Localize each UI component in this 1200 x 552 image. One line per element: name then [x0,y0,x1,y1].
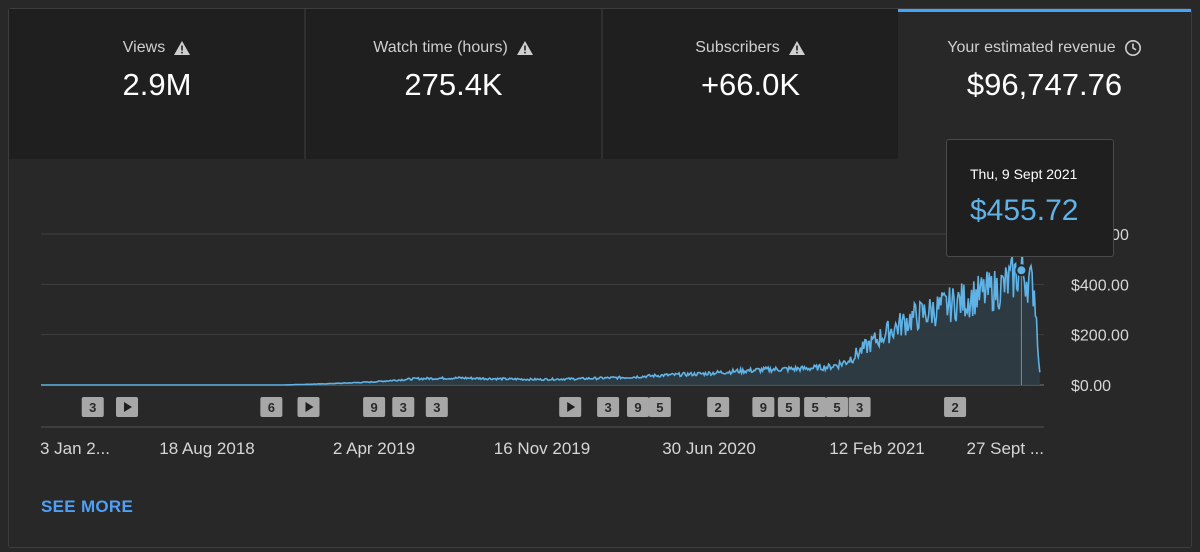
annotation-marker [597,397,620,417]
tab-estimated-revenue[interactable]: Your estimated revenue $96,747.76 [898,9,1191,159]
y-tick-label: $200.00 [1071,328,1129,345]
annotation-marker-label: 2 [951,400,958,415]
x-tick-label: 16 Nov 2019 [494,439,590,458]
annotation-marker-label: 6 [268,400,275,415]
tab-divider [601,9,603,159]
annotation-marker-label: 9 [371,400,378,415]
warning-icon [516,40,534,56]
x-tick-label: 27 Sept ... [967,439,1045,458]
annotation-marker [392,397,415,417]
selected-tab-indicator [898,9,1191,12]
tab-label: Views [9,39,305,57]
tab-subscribers-label: Subscribers [695,39,780,56]
y-tick-label: $0.00 [1071,378,1111,395]
tooltip-value: $455.72 [970,194,1079,227]
annotation-marker [81,397,104,417]
tab-subscribers[interactable]: Subscribers +66.0K [603,9,898,159]
revenue-line-chart: $0.00$200.00$400.00$600.0036933395295553… [40,227,1129,458]
tab-label: Watch time (hours) [306,39,601,57]
play-icon [305,402,314,412]
see-more-link[interactable]: SEE MORE [41,497,134,516]
metric-tabs: Views 2.9M Watch time (hours) 275.4K Sub… [9,9,1191,159]
annotation-marker-label: 9 [760,400,767,415]
warning-icon [788,40,806,56]
annotation-marker [752,397,775,417]
tab-watch-time-label: Watch time (hours) [373,39,508,56]
annotation-marker [944,397,967,417]
x-tick-label: 3 Jan 2... [40,439,110,458]
annotation-marker [425,397,448,417]
series-area [41,251,1040,385]
x-tick-label: 18 Aug 2018 [159,439,254,458]
play-icon [567,402,576,412]
tab-label: Subscribers [603,39,898,57]
annotation-marker-label: 3 [433,400,440,415]
tab-subscribers-value: +66.0K [700,67,801,102]
annotation-marker [363,397,386,417]
annotation-marker [260,397,283,417]
play-icon [124,402,133,412]
annotation-marker [707,397,730,417]
y-tick-label: $400.00 [1071,277,1129,294]
chart-tooltip: Thu, 9 Sept 2021 $455.72 [946,139,1114,257]
annotation-marker-label: 5 [656,400,663,415]
annotation-marker [825,397,848,417]
x-tick-label: 12 Feb 2021 [829,439,924,458]
annotation-marker [777,397,800,417]
annotation-marker-label: 3 [400,400,407,415]
annotation-marker [626,397,649,417]
annotation-marker [804,397,827,417]
x-tick-label: 30 Jun 2020 [662,439,756,458]
tab-watch-time[interactable]: Watch time (hours) 275.4K [306,9,601,159]
clock-icon [1124,39,1142,57]
series-line [41,251,1041,386]
annotation-marker-label: 2 [715,400,722,415]
x-tick-label: 2 Apr 2019 [333,439,415,458]
warning-icon [173,40,191,56]
tab-views-value: 2.9M [122,67,192,102]
annotation-marker [848,397,871,417]
tooltip-date: Thu, 9 Sept 2021 [970,166,1078,182]
tab-divider [304,9,306,159]
annotation-marker-label: 3 [89,400,96,415]
annotation-marker-label: 9 [634,400,641,415]
analytics-card: Views 2.9M Watch time (hours) 275.4K Sub… [8,8,1192,548]
tab-revenue-value: $96,747.76 [966,67,1123,102]
annotation-marker-label: 5 [833,400,840,415]
annotation-marker-label: 3 [856,400,863,415]
tab-views-label: Views [122,39,166,56]
annotation-marker [648,397,671,417]
tab-label: Your estimated revenue [898,39,1191,57]
annotation-marker-label: 5 [785,400,792,415]
annotation-marker-label: 3 [604,400,611,415]
tab-views[interactable]: Views 2.9M [9,9,305,159]
tab-revenue-label: Your estimated revenue [947,39,1116,56]
hover-point [1015,264,1028,277]
tab-watch-time-value: 275.4K [404,67,503,102]
annotation-marker-label: 5 [812,400,819,415]
